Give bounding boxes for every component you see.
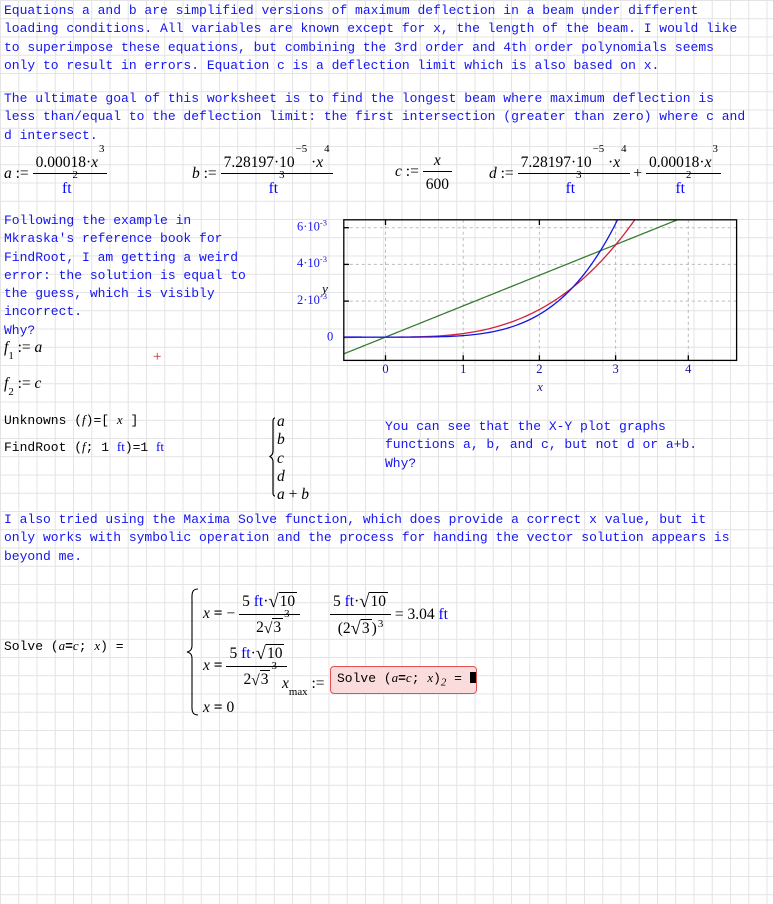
svg-text:3: 3 (612, 362, 618, 376)
svg-text:x: x (536, 379, 543, 394)
svg-text:2: 2 (536, 362, 542, 376)
svg-text:4: 4 (685, 362, 692, 376)
svg-text:1: 1 (460, 362, 466, 376)
svg-text:0: 0 (382, 362, 388, 376)
svg-text:0: 0 (327, 330, 333, 344)
svg-text:4·10-3: 4·10-3 (297, 254, 327, 270)
svg-text:y: y (320, 281, 328, 296)
svg-text:6·10-3: 6·10-3 (297, 218, 327, 234)
